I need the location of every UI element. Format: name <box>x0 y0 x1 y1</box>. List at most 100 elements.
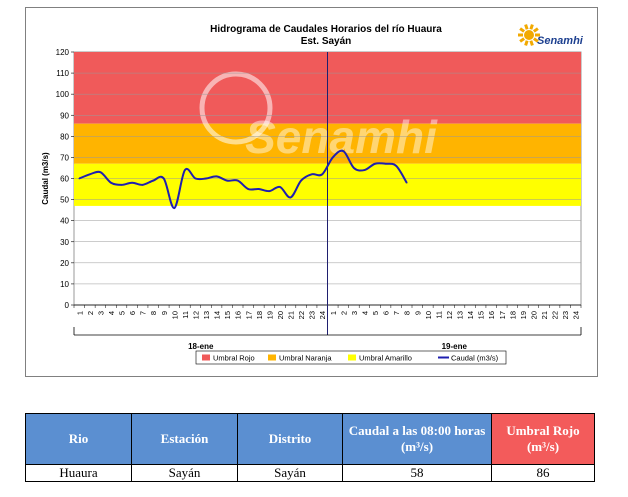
logo-sun-ray <box>532 37 539 43</box>
senamhi-logo <box>518 24 540 46</box>
header-distrito: Distrito <box>237 413 343 465</box>
logo-sun-ray <box>519 27 526 33</box>
chart-subtitle: Est. Sayán <box>301 36 352 47</box>
cell-rio: Huaura <box>25 464 132 482</box>
x-tick-label: 12 <box>445 311 454 319</box>
watermark-text: Senamhi <box>245 111 438 163</box>
logo-sun-ray <box>524 24 529 30</box>
x-tick-label: 20 <box>276 311 285 319</box>
legend-swatch <box>348 354 356 361</box>
cell-caudal: 58 <box>342 464 492 482</box>
x-tick-label: 4 <box>360 311 369 315</box>
data-point <box>395 165 397 167</box>
y-tick-label: 50 <box>60 196 69 205</box>
x-tick-label: 8 <box>403 311 412 315</box>
data-point <box>405 181 408 184</box>
data-point <box>374 162 376 165</box>
data-point <box>184 169 186 171</box>
x-tick-label: 23 <box>561 311 570 319</box>
data-point <box>321 173 324 176</box>
data-point <box>363 169 366 171</box>
y-tick-label: 40 <box>60 217 69 226</box>
data-point <box>110 181 112 184</box>
header-rio: Rio <box>25 413 132 465</box>
x-tick-label: 21 <box>540 311 549 319</box>
day-label: 19-ene <box>442 342 468 351</box>
x-tick-label: 5 <box>118 311 127 315</box>
data-point <box>205 177 207 180</box>
data-point <box>331 156 334 159</box>
y-tick-label: 0 <box>65 301 70 310</box>
x-tick-label: 20 <box>529 311 538 319</box>
logo-sun-ray <box>529 24 534 30</box>
x-tick-label: 14 <box>213 311 222 319</box>
x-tick-label: 21 <box>287 311 296 319</box>
legend-label: Umbral Amarillo <box>359 354 412 363</box>
logo-sun-ray <box>529 40 534 46</box>
data-point <box>247 188 250 190</box>
x-tick-label: 7 <box>139 311 148 315</box>
data-point <box>268 190 271 192</box>
day-label: 18-ene <box>188 342 214 351</box>
x-tick-label: 19 <box>519 311 528 319</box>
data-point <box>131 181 133 184</box>
y-tick-label: 90 <box>60 111 69 120</box>
data-point <box>78 177 81 180</box>
data-point <box>89 173 91 176</box>
data-point <box>300 179 302 182</box>
data-point <box>310 173 313 176</box>
x-tick-label: 15 <box>223 311 232 319</box>
series-line-caudal <box>78 149 408 210</box>
y-tick-label: 110 <box>56 69 69 78</box>
data-point <box>215 175 218 178</box>
x-tick-label: 17 <box>244 311 253 319</box>
x-tick-label: 16 <box>487 311 496 319</box>
data-point <box>226 179 228 182</box>
x-tick-label: 1 <box>75 311 84 315</box>
legend-swatch <box>268 354 276 361</box>
x-tick-label: 2 <box>86 311 95 315</box>
cell-umbral-rojo: 86 <box>491 464 595 482</box>
logo-sun-icon <box>524 30 534 40</box>
x-tick-label: 15 <box>477 311 486 319</box>
table-row: Huaura Sayán Sayán 58 86 <box>25 464 595 482</box>
legend-label: Umbral Naranja <box>279 354 332 363</box>
logo-sun-ray <box>524 40 529 46</box>
data-point <box>258 188 260 190</box>
x-tick-label: 22 <box>297 311 306 319</box>
summary-table: Rio Estación Distrito Caudal a las 08:00… <box>25 413 595 482</box>
data-point <box>384 162 387 165</box>
y-tick-label: 70 <box>60 153 69 162</box>
data-point <box>120 184 123 186</box>
x-tick-label: 24 <box>572 311 581 319</box>
logo-sun-ray <box>532 27 539 33</box>
data-point <box>194 177 197 180</box>
x-tick-label: 17 <box>498 311 507 319</box>
header-caudal: Caudal a las 08:00 horas (m³/s) <box>342 413 492 465</box>
x-tick-label: 2 <box>339 311 348 315</box>
x-tick-label: 19 <box>265 311 274 319</box>
y-tick-label: 30 <box>60 238 69 247</box>
x-tick-label: 22 <box>551 311 560 319</box>
chart-frame: Hidrograma de Caudales Horarios del río … <box>25 7 598 377</box>
logo-sun-ray <box>519 37 526 43</box>
x-tick-label: 13 <box>202 311 211 319</box>
cell-distrito: Sayán <box>237 464 343 482</box>
y-tick-label: 10 <box>60 280 69 289</box>
x-tick-label: 8 <box>149 311 158 315</box>
x-tick-label: 11 <box>434 311 443 319</box>
data-point <box>236 179 239 182</box>
data-point <box>162 177 165 180</box>
x-tick-label: 1 <box>329 311 338 315</box>
data-point <box>141 184 144 186</box>
x-tick-label: 23 <box>308 311 317 319</box>
y-axis-title: Caudal (m3/s) <box>41 152 50 205</box>
data-point <box>353 167 355 169</box>
header-umbral-rojo: Umbral Rojo (m³/s) <box>491 413 595 465</box>
x-tick-label: 12 <box>191 311 200 319</box>
x-tick-label: 6 <box>128 311 137 315</box>
x-tick-label: 7 <box>392 311 401 315</box>
legend-label: Caudal (m3/s) <box>451 354 499 363</box>
data-point <box>289 196 292 199</box>
chart-title: Hidrograma de Caudales Horarios del río … <box>210 24 442 35</box>
